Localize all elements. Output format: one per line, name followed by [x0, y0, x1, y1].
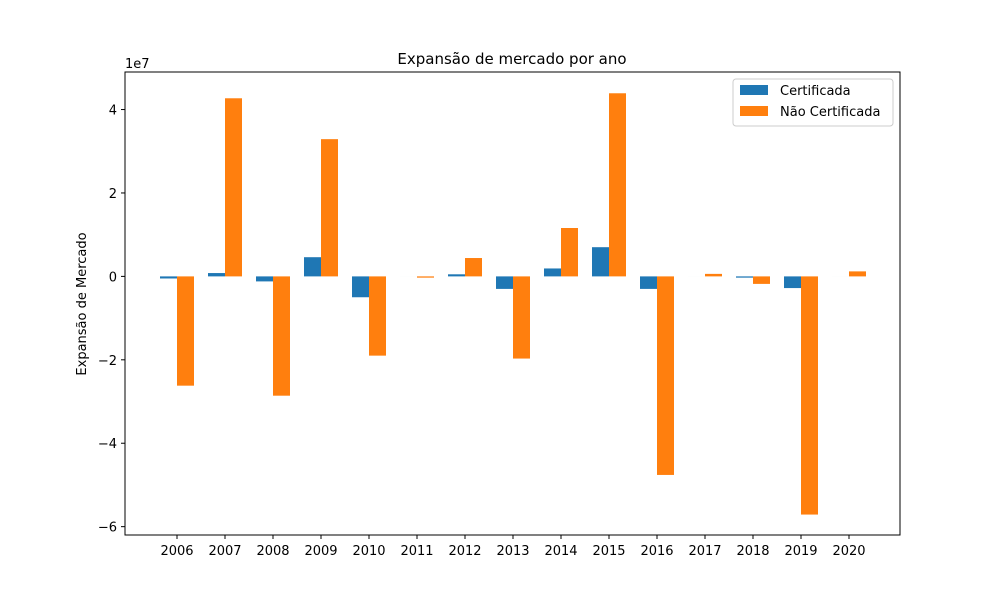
bar-nao-certificada-2018: [753, 276, 770, 284]
bar-nao-certificada-2012: [465, 258, 482, 277]
bar-nao-certificada-2019: [801, 276, 818, 515]
x-tick-label-2014: 2014: [544, 544, 577, 559]
x-tick-label-2012: 2012: [448, 544, 481, 559]
legend-label-nao-certificada: Não Certificada: [780, 105, 880, 120]
x-tick-label-2008: 2008: [256, 544, 289, 559]
x-tick-label-2015: 2015: [592, 544, 625, 559]
plot-area-frame: [124, 71, 901, 536]
bar-nao-certificada-2020: [849, 271, 866, 277]
y-tick-label-0: 0: [109, 270, 117, 285]
x-tick-label-2007: 2007: [208, 544, 241, 559]
legend-swatch-certificada: [740, 85, 768, 95]
legend-label-certificada: Certificada: [780, 84, 851, 99]
legend: Certificada Não Certificada: [732, 78, 894, 127]
bar-nao-certificada-2011: [417, 276, 434, 278]
x-tick-label-2016: 2016: [640, 544, 673, 559]
legend-swatch-nao-certificada: [740, 106, 768, 116]
bar-certificada-2009: [304, 257, 321, 277]
bar-nao-certificada-2007: [225, 98, 242, 277]
x-tick-label-2010: 2010: [352, 544, 385, 559]
bar-nao-certificada-2014: [561, 228, 578, 277]
x-tick-label-2019: 2019: [784, 544, 817, 559]
bar-certificada-2015: [592, 247, 609, 277]
bar-nao-certificada-2009: [321, 139, 338, 277]
bar-nao-certificada-2013: [513, 276, 530, 359]
x-tick-label-2020: 2020: [832, 544, 865, 559]
chart-title: Expansão de mercado por ano: [397, 50, 626, 68]
bar-nao-certificada-2017: [705, 273, 722, 277]
legend-box: [732, 78, 894, 127]
bar-certificada-2010: [352, 276, 369, 298]
x-tick-label-2006: 2006: [160, 544, 193, 559]
bar-certificada-2008: [256, 276, 273, 282]
bars-layer: [160, 93, 866, 515]
x-tick-label-2011: 2011: [400, 544, 433, 559]
bar-nao-certificada-2006: [177, 276, 194, 386]
bar-certificada-2006: [160, 276, 177, 279]
ticks-layer: 2006 2007 2008 2009 2010 2011 2012 2013 2014 2015…: [98, 104, 866, 559]
bar-certificada-2013: [496, 276, 513, 289]
y-tick-label-4: 4: [109, 104, 117, 119]
bar-nao-certificada-2010: [369, 276, 386, 356]
x-tick-label-2013: 2013: [496, 544, 529, 559]
bar-certificada-2016: [640, 276, 657, 289]
x-tick-label-2009: 2009: [304, 544, 337, 559]
bar-certificada-2019: [784, 276, 801, 289]
bar-nao-certificada-2008: [273, 276, 290, 396]
y-tick-label--4: −4: [98, 437, 117, 452]
bar-nao-certificada-2015: [609, 93, 626, 277]
y-tick-label-2: 2: [109, 187, 117, 202]
bar-certificada-2012: [448, 274, 465, 277]
y-scale-label: 1e7: [125, 57, 150, 72]
y-tick-label--6: −6: [98, 521, 117, 536]
bar-certificada-2007: [208, 273, 225, 277]
y-axis-label: Expansão de Mercado: [75, 232, 90, 375]
y-tick-label--2: −2: [98, 354, 117, 369]
x-tick-label-2017: 2017: [688, 544, 721, 559]
x-tick-label-2018: 2018: [736, 544, 769, 559]
bar-certificada-2018: [736, 276, 753, 278]
bar-certificada-2014: [544, 268, 561, 277]
bar-nao-certificada-2016: [657, 276, 674, 475]
